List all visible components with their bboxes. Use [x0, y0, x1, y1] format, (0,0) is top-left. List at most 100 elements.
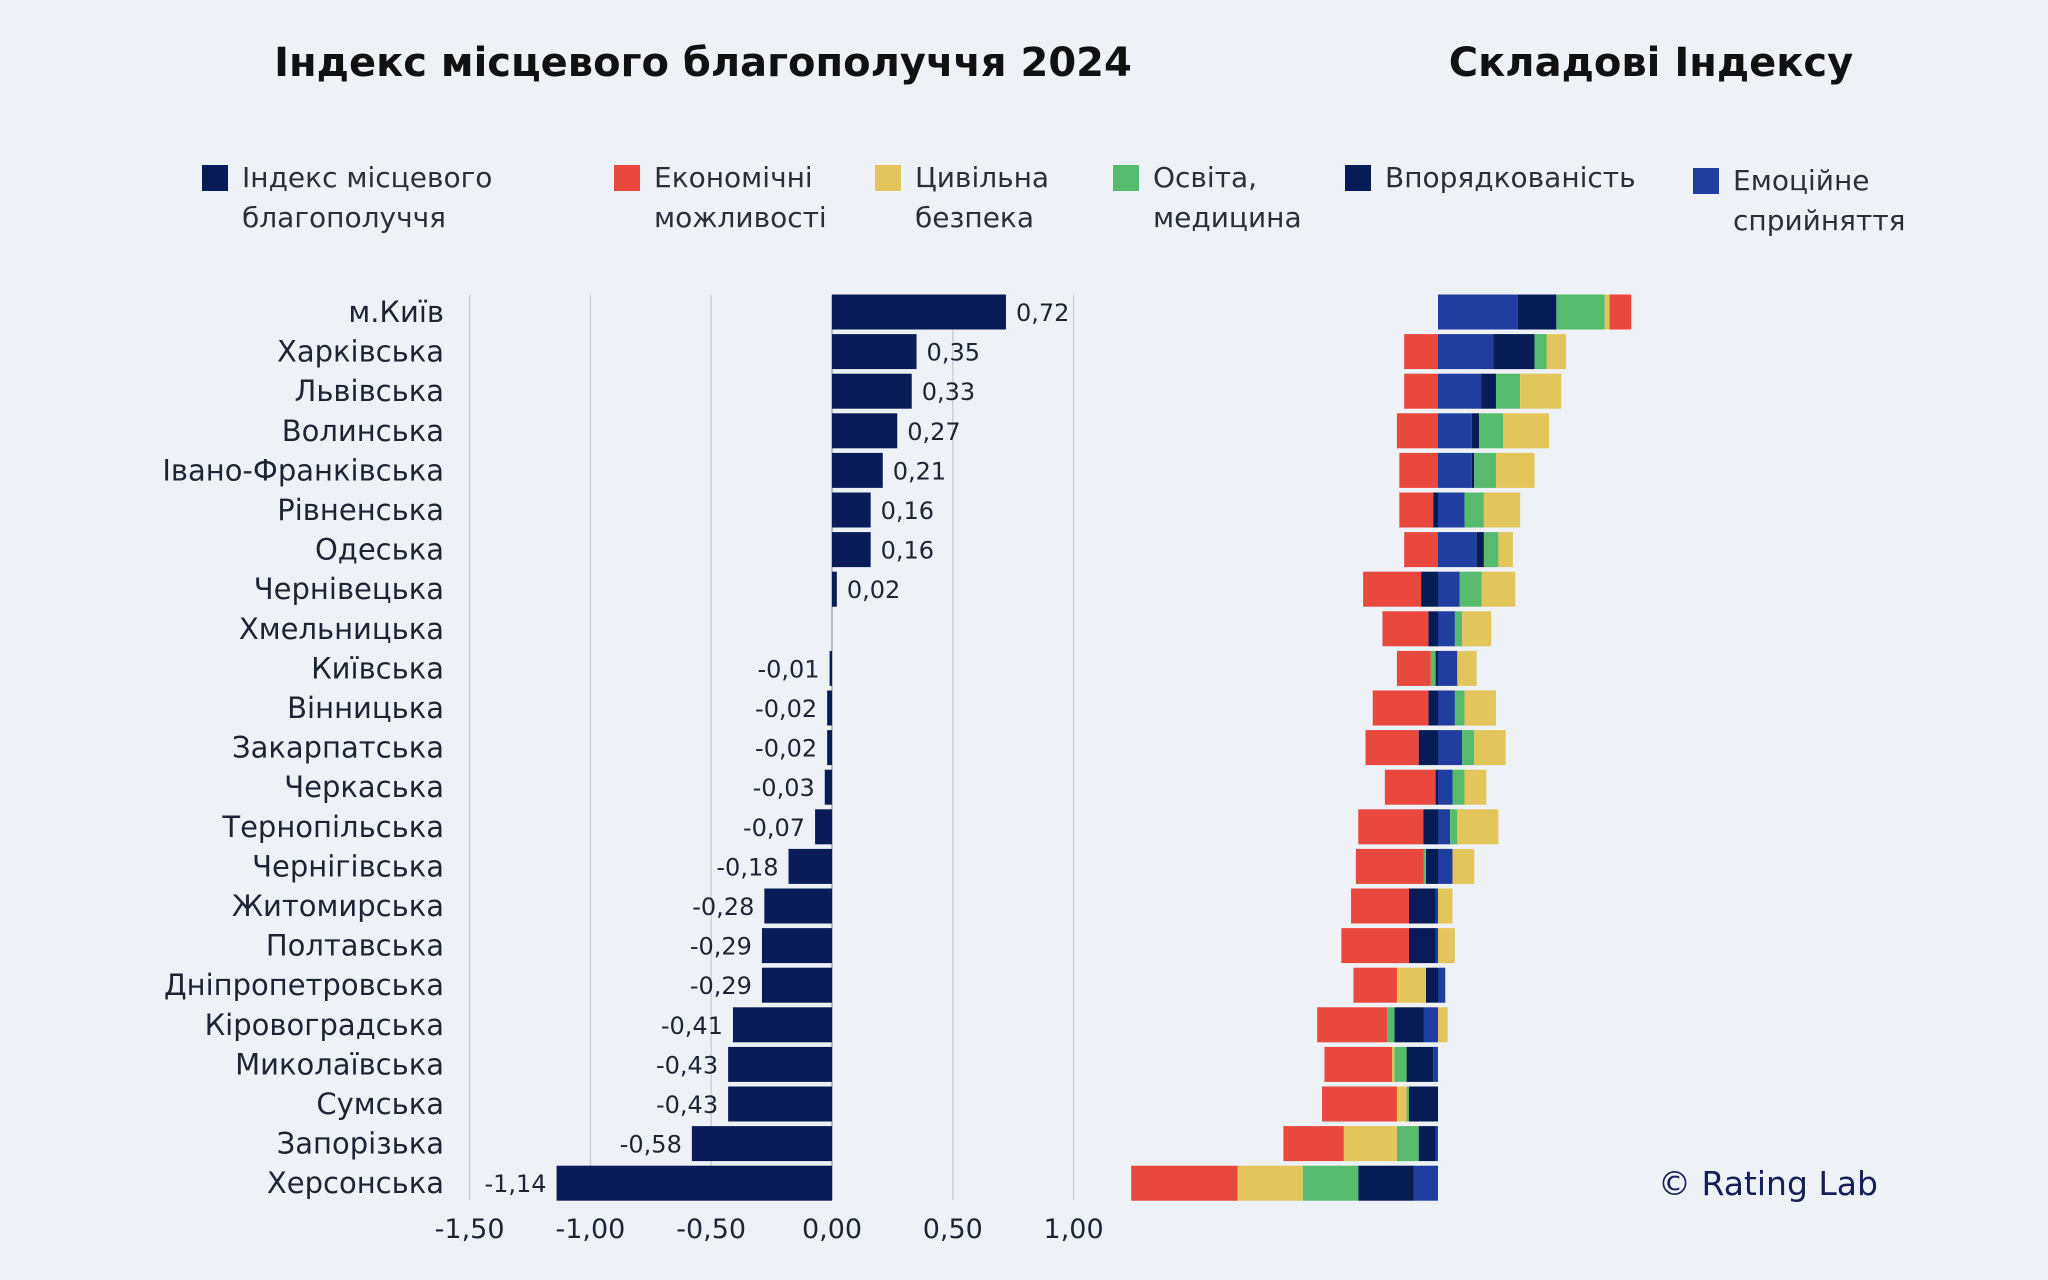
- region-label: Запорізька: [277, 1127, 444, 1161]
- component-bar-education: [1459, 571, 1482, 607]
- value-label: 0,16: [881, 497, 934, 525]
- component-bar-emotional: [1438, 373, 1482, 409]
- component-bar-safety: [1464, 690, 1496, 726]
- component-bar-order: [1476, 532, 1484, 568]
- region-label: Хмельницька: [239, 612, 444, 646]
- component-bar-safety: [1495, 452, 1535, 488]
- component-bar-order: [1425, 967, 1438, 1003]
- component-bar-emotional: [1438, 848, 1453, 884]
- component-bar-order: [1517, 294, 1557, 330]
- value-label: -0,01: [757, 655, 819, 683]
- component-bar-order: [1435, 769, 1438, 805]
- copyright-text: © Rating Lab: [1658, 1164, 1878, 1203]
- component-bar-safety: [1464, 769, 1487, 805]
- component-bar-safety: [1343, 1126, 1397, 1162]
- component-bar-economic: [1396, 650, 1431, 686]
- component-bar-economic: [1322, 1086, 1397, 1122]
- region-label: Вінницька: [287, 691, 444, 725]
- value-label: -0,02: [755, 735, 817, 763]
- component-bar-economic: [1404, 532, 1438, 568]
- component-bar-economic: [1399, 492, 1434, 528]
- x-tick-label: 0,50: [923, 1214, 983, 1245]
- component-bar-emotional: [1438, 571, 1460, 607]
- value-label: -0,18: [716, 853, 778, 881]
- region-label: Волинська: [282, 414, 444, 448]
- component-bar-education: [1423, 848, 1426, 884]
- component-bar-safety: [1396, 967, 1426, 1003]
- component-bar-emotional: [1438, 730, 1463, 766]
- value-label: -0,07: [743, 814, 805, 842]
- index-bar: [832, 373, 912, 409]
- legend-swatch: [614, 165, 640, 191]
- component-bar-safety: [1481, 571, 1516, 607]
- component-bar-order: [1409, 928, 1436, 964]
- component-bar-order: [1409, 1086, 1438, 1122]
- x-tick-label: -1,00: [555, 1214, 625, 1245]
- value-label: -0,41: [661, 1012, 723, 1040]
- component-bar-safety: [1474, 730, 1506, 766]
- region-label: Черкаська: [284, 770, 444, 804]
- component-bar-safety: [1438, 1007, 1448, 1043]
- component-bar-economic: [1283, 1126, 1344, 1162]
- x-tick-label: -0,50: [676, 1214, 746, 1245]
- component-bar-emotional: [1438, 650, 1458, 686]
- component-bar-education: [1454, 690, 1465, 726]
- component-bar-economic: [1363, 571, 1422, 607]
- region-label: Львівська: [295, 374, 444, 408]
- legend-label: Освіта, медицина: [1153, 161, 1302, 234]
- value-label: 0,16: [881, 537, 934, 565]
- index-bar: [832, 334, 917, 370]
- component-bar-education: [1430, 650, 1436, 686]
- legend-item-economic: Економічні можливості: [614, 158, 827, 238]
- component-bar-emotional: [1438, 413, 1472, 449]
- component-bar-order: [1421, 571, 1438, 607]
- region-label: Чернігівська: [252, 849, 444, 883]
- component-bar-education: [1452, 769, 1465, 805]
- legend-label: Емоційне сприйняття: [1733, 164, 1906, 237]
- component-bar-economic: [1341, 928, 1410, 964]
- index-bar: [829, 650, 832, 686]
- component-bar-emotional: [1438, 611, 1455, 647]
- component-bar-safety: [1396, 1086, 1407, 1122]
- left-chart-title: Індекс місцевого благополуччя 2024: [274, 40, 1132, 86]
- region-label: Житомирська: [232, 889, 444, 923]
- component-bar-emotional: [1438, 532, 1477, 568]
- index-bar: [832, 452, 883, 488]
- region-label: Дніпропетровська: [164, 968, 444, 1002]
- component-bar-emotional: [1413, 1165, 1438, 1201]
- component-bar-economic: [1131, 1165, 1238, 1201]
- value-label: 0,21: [893, 457, 946, 485]
- legend-label: Цивільна безпека: [915, 161, 1050, 234]
- legend-swatch: [875, 165, 901, 191]
- component-bar-economic: [1353, 967, 1397, 1003]
- component-bar-education: [1464, 492, 1484, 528]
- index-bar: [832, 532, 871, 568]
- region-label: Харківська: [277, 335, 444, 369]
- component-bar-emotional: [1423, 1007, 1438, 1043]
- component-bar-safety: [1452, 848, 1475, 884]
- value-label: 0,02: [847, 576, 900, 604]
- region-label: Кіровоградська: [205, 1008, 444, 1042]
- region-label: м.Київ: [348, 295, 444, 329]
- component-bar-order: [1418, 730, 1438, 766]
- index-bar: [761, 967, 832, 1003]
- value-label: 0,35: [927, 339, 980, 367]
- component-bar-education: [1556, 294, 1605, 330]
- index-bar: [728, 1086, 832, 1122]
- component-bar-emotional: [1438, 967, 1446, 1003]
- component-bar-economic: [1358, 809, 1424, 845]
- component-bar-education: [1454, 611, 1463, 647]
- region-label: Рівненська: [277, 493, 444, 527]
- legend-item-index: Індекс місцевого благополуччя: [202, 158, 492, 238]
- component-bar-economic: [1317, 1007, 1388, 1043]
- component-bar-order: [1394, 1007, 1424, 1043]
- component-bar-order: [1428, 690, 1438, 726]
- component-bar-education: [1474, 452, 1496, 488]
- component-bar-economic: [1365, 730, 1419, 766]
- region-label: Київська: [311, 651, 444, 685]
- index-bar: [832, 571, 837, 607]
- index-bar: [832, 492, 871, 528]
- component-bar-emotional: [1438, 690, 1455, 726]
- legend-item-safety: Цивільна безпека: [875, 158, 1049, 238]
- index-bar: [764, 888, 832, 924]
